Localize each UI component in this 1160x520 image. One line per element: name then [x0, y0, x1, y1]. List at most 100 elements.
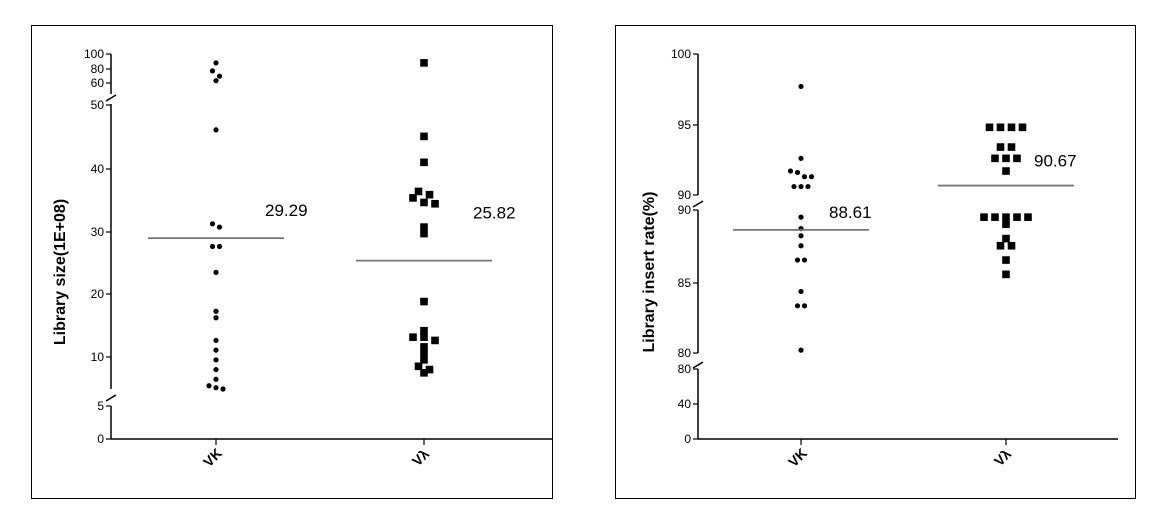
data-point-square [980, 213, 988, 221]
y-tick-label: 100 [84, 47, 104, 61]
data-point-circle [216, 224, 223, 230]
data-point-square [1013, 154, 1021, 163]
data-point-square [409, 333, 417, 341]
data-point-square [414, 362, 423, 371]
data-point-square [991, 213, 999, 221]
data-point-square [996, 241, 1005, 250]
y-tick-label: 10 [91, 350, 105, 364]
data-point-square [420, 229, 428, 238]
data-point-square [996, 123, 1005, 132]
data-point-square [420, 333, 428, 341]
y-tick-label: 0 [684, 432, 691, 446]
data-point-square [1002, 270, 1010, 279]
data-point-circle [213, 357, 219, 363]
y-tick-label: 95 [678, 118, 692, 132]
data-point-circle [794, 169, 801, 176]
data-point-circle [216, 243, 223, 250]
data-point-circle [220, 386, 226, 392]
axis-break-mark [692, 200, 704, 208]
data-point-circle [213, 308, 219, 314]
data-point-circle [213, 337, 219, 344]
data-point-square [420, 349, 428, 358]
data-point-circle [209, 221, 216, 227]
data-point-circle [798, 183, 804, 190]
y-tick-label: 80 [91, 62, 105, 76]
data-point-circle [805, 183, 811, 190]
data-point-circle [213, 78, 219, 84]
y-tick-label: 80 [678, 346, 692, 360]
data-point-circle [801, 303, 808, 309]
y-tick-label: 30 [91, 225, 105, 239]
data-point-circle [798, 288, 804, 295]
data-point-square [420, 356, 428, 364]
y-tick-label: 90 [678, 188, 692, 202]
data-point-circle [209, 243, 216, 250]
y-tick-label: 85 [678, 276, 692, 290]
data-point-square [1002, 220, 1010, 229]
mean-value-label: 25.82 [473, 204, 516, 223]
x-category-label: VK [200, 445, 225, 470]
x-category-label: Vλ [991, 446, 1015, 470]
data-point-circle [213, 385, 219, 391]
data-point-circle [213, 376, 219, 382]
y-tick-label: 40 [678, 397, 692, 411]
data-point-circle [213, 269, 219, 276]
axis-break-mark [692, 361, 704, 369]
mean-value-label: 88.61 [829, 203, 872, 222]
data-point-circle [213, 60, 219, 66]
data-point-circle [808, 174, 815, 180]
data-point-circle [798, 214, 804, 220]
chart-panel-insert-rate: Library insert rate(%) 0 40 80 80 85 90 90 95 100… [615, 25, 1136, 499]
data-point-square [420, 198, 428, 207]
y-tick-label: 100 [671, 47, 691, 61]
data-point-square [414, 187, 423, 196]
data-point-square [991, 154, 999, 163]
data-point-circle [206, 383, 212, 389]
y-tick-label: 90 [678, 203, 692, 217]
data-point-square [985, 123, 994, 132]
data-point-circle [213, 347, 219, 353]
data-point-circle [213, 366, 219, 373]
data-point-square [1002, 256, 1010, 264]
mean-value-label: 90.67 [1034, 152, 1077, 171]
data-point-circle [216, 73, 223, 79]
y-axis-title: Library size(1E+08) [52, 199, 69, 345]
data-point-square [1007, 123, 1016, 132]
data-point-circle [798, 83, 804, 90]
data-point-square [1007, 241, 1016, 250]
data-point-square [420, 59, 428, 67]
data-point-circle [213, 315, 219, 321]
y-tick-label: 0 [97, 432, 104, 446]
data-point-square [420, 223, 428, 231]
y-tick-label: 50 [91, 98, 105, 112]
data-point-square [420, 326, 428, 335]
data-point-square [996, 143, 1005, 151]
data-point-square [1024, 213, 1032, 221]
data-point-square [1002, 213, 1010, 221]
data-point-circle [801, 174, 808, 180]
data-point-circle [791, 183, 797, 190]
data-point-circle [787, 168, 794, 174]
data-point-square [1013, 213, 1021, 221]
data-point-square [420, 132, 428, 141]
data-point-square [420, 297, 428, 306]
data-point-square [1002, 167, 1010, 175]
data-point-square [431, 336, 439, 345]
data-point-square [420, 369, 428, 377]
data-point-circle [794, 257, 801, 263]
y-tick-label: 5 [97, 399, 104, 413]
data-point-square [425, 365, 434, 374]
data-point-circle [798, 233, 804, 239]
y-tick-label: 60 [91, 76, 105, 90]
data-point-circle [798, 347, 804, 353]
data-point-circle [794, 303, 801, 309]
data-point-square [1018, 123, 1027, 132]
y-axis-title: Library insert rate(%) [641, 192, 658, 353]
data-point-square [431, 199, 439, 208]
y-tick-label: 80 [678, 362, 692, 376]
data-point-circle [798, 243, 804, 249]
mean-value-label: 29.29 [265, 201, 308, 220]
axis-break-mark [105, 94, 117, 102]
